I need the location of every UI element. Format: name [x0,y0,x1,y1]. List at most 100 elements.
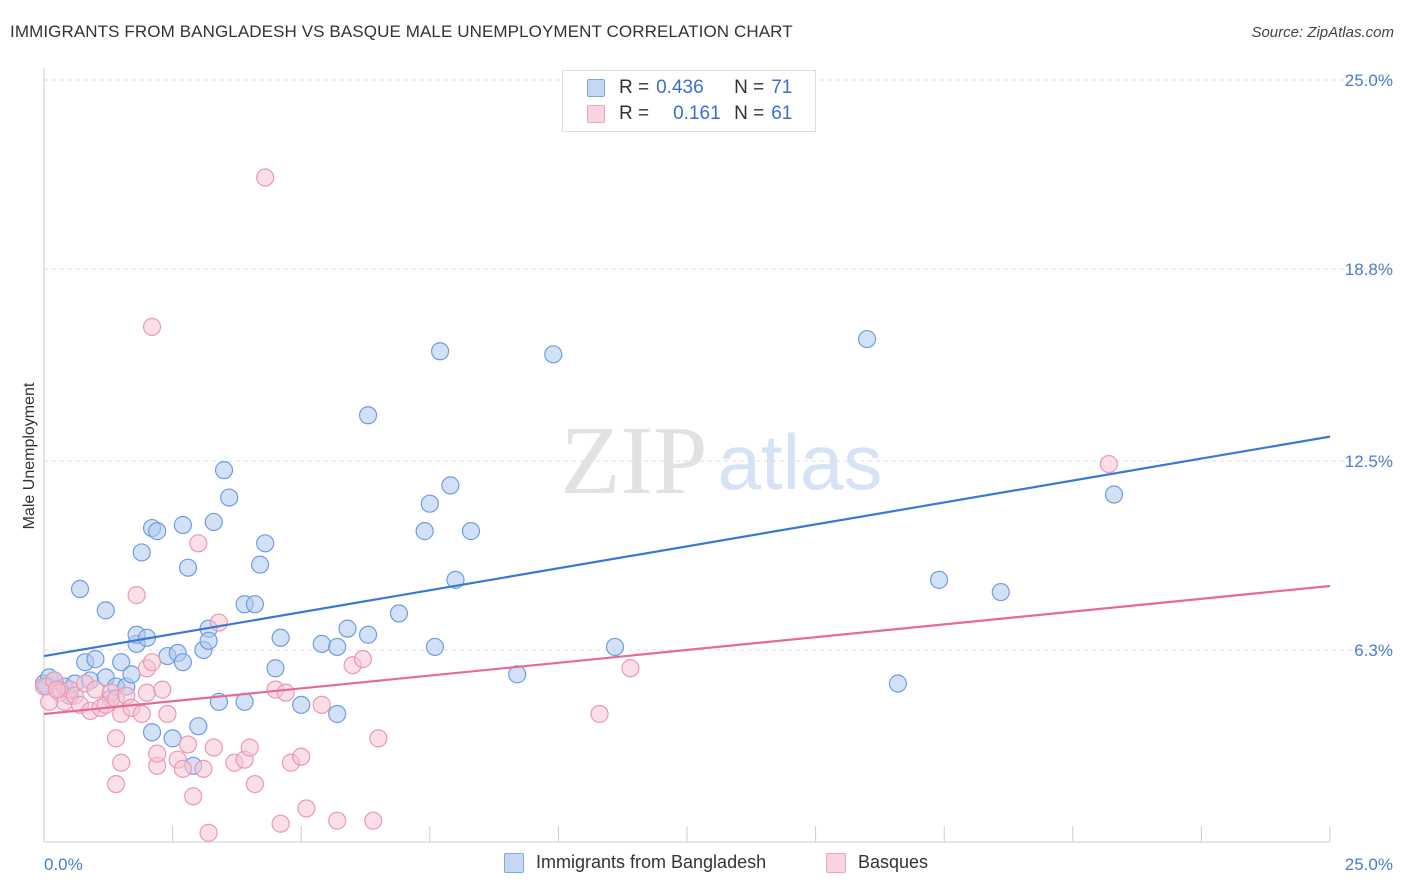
basque-point [112,753,131,772]
basque-point [86,680,105,699]
legend-n-value: 61 [771,103,793,124]
basque-point [312,695,331,714]
bangladesh-point [338,619,357,638]
basque-point [328,811,347,830]
watermark: ZIP atlas [561,407,883,515]
y-tick-label: 12.5% [1345,452,1393,471]
legend-swatch-pink [826,852,846,873]
bangladesh-point [328,704,347,724]
legend-r-value: 0.161 [673,103,721,124]
bangladesh-point [415,522,434,541]
legend-r-label: R = [619,103,650,124]
bangladesh-point [266,659,285,678]
bangladesh-point [235,692,254,711]
legend-row-basques: R = 0.161 N = 61 [587,101,792,127]
bangladesh-point [544,345,563,364]
legend-n-label: N = [734,77,765,98]
bangladesh-point [441,476,460,495]
basque-point [194,759,213,778]
correlation-legend: R = 0.436 N = 71 R = 0.161 N = 61 [562,70,816,132]
series-legend: Immigrants from Bangladesh Basques [0,852,1406,878]
bangladesh-point [358,406,378,425]
bangladesh-point [245,595,265,614]
basque-point [590,704,609,724]
basque-point [271,814,290,833]
bangladesh-point [256,534,275,553]
y-tick-label: 18.8% [1345,260,1393,279]
legend-row-bangladesh: R = 0.436 N = 71 [587,75,792,101]
basque-point [127,586,146,605]
legend-swatch-blue [587,79,605,97]
basque-point [47,680,66,699]
x-tick-label: 25.0% [1345,855,1393,874]
basque-point [106,774,126,794]
basque-point [137,683,156,702]
bangladesh-point [173,515,192,535]
y-tick-label: 25.0% [1345,71,1393,90]
bangladesh-point [122,665,141,684]
legend-series-name: Immigrants from Bangladesh [536,852,767,872]
basque-point [353,650,373,669]
basque-trend-line [43,584,1331,716]
bangladesh-point [991,582,1010,602]
basque-point [142,317,162,336]
watermark-atlas: atlas [718,418,883,506]
y-tick-label: 6.3% [1354,641,1393,660]
basque-point [276,683,295,702]
basque-point [1099,454,1118,474]
bangladesh-point [312,634,331,653]
basque-point [292,747,311,766]
bangladesh-point [461,522,481,541]
bangladesh-point [214,461,234,480]
basque-point [148,744,167,763]
basque-point [240,738,259,757]
chart-source: Source: ZipAtlas.com [1251,24,1394,41]
legend-series-name: Basques [858,852,929,872]
bangladesh-point [430,342,450,361]
legend-item-bangladesh[interactable]: Immigrants from Bangladesh [504,852,766,873]
basque-point [297,799,316,818]
bangladesh-point [173,653,192,672]
bangladesh-point [271,628,290,647]
bangladesh-point [86,650,105,669]
bangladesh-point [420,494,439,513]
bangladesh-point [112,653,131,672]
bangladesh-point [425,637,445,657]
legend-n-label: N = [734,103,765,124]
bangladesh-point [929,570,949,589]
bangladesh-point [389,604,409,623]
bangladesh-point [857,329,877,349]
legend-r-value: 0.436 [656,77,704,98]
bangladesh-point [199,631,218,650]
basque-point [142,653,162,672]
basque-point [173,759,192,778]
bangladesh-point [178,558,198,577]
basque-point [369,729,388,748]
bangladesh-trend-line [43,435,1331,658]
basque-point [178,735,198,754]
legend-swatch-pink [587,105,605,123]
legend-r-label: R = [619,77,650,98]
y-axis-label: Male Unemployment [21,382,38,529]
bangladesh-point [328,637,347,657]
bangladesh-point [358,625,378,644]
bangladesh-point [148,522,167,541]
legend-item-basques[interactable]: Basques [826,852,928,873]
tick-labels: 6.3% 12.5% 18.8% 25.0% 0.0% 25.0% [44,71,1393,874]
bangladesh-point [132,543,151,562]
basque-point [106,729,126,748]
basque-point [158,704,177,724]
basque-point [256,168,275,187]
bangladesh-point [220,488,239,507]
watermark-zip: ZIP [561,407,708,515]
legend-n-value: 71 [771,77,793,98]
basque-point [245,774,265,794]
bangladesh-point [1104,485,1124,504]
bangladesh-point [888,674,908,693]
basque-point [621,659,640,678]
bangladesh-point [605,637,625,657]
basque-point [132,704,151,724]
basque-point [209,613,228,632]
bangladesh-point [189,717,208,736]
